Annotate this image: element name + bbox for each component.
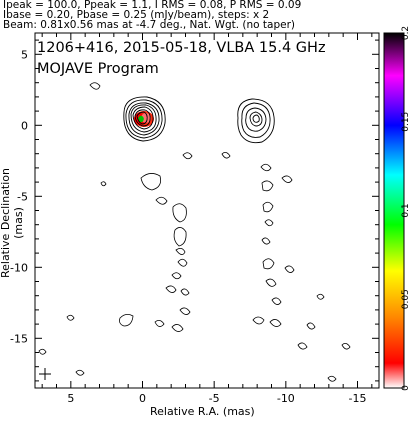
- header-line-1: Ipeak = 100.0, Ppeak = 1.1, I RMS = 0.08…: [3, 0, 302, 11]
- noise-contours: [38, 82, 351, 382]
- x-axis-label: Relative R.A. (mas): [150, 405, 255, 418]
- header-line-3: Beam: 0.81x0.56 mas at -4.7 deg., Nat. W…: [3, 19, 296, 31]
- axis-ticks: 5 0 -5 -10 -15 5 0 -5 -10 -15: [10, 33, 379, 405]
- plot-frame: [34, 32, 380, 389]
- x-tick-label: -10: [277, 392, 295, 405]
- header-line-2: Ibase = 0.20, Pbase = 0.25 (mJy/beam), s…: [3, 9, 270, 21]
- secondary-component: [237, 98, 275, 144]
- plot-subtitle: MOJAVE Program: [37, 61, 159, 77]
- colorbar-ticks: 0 0.05 0.1 0.15 0.2: [401, 26, 410, 391]
- colorbar: [383, 32, 405, 389]
- plot-title: 1206+416, 2015-05-18, VLBA 15.4 GHz: [37, 40, 326, 56]
- y-tick-label: -15: [10, 332, 28, 345]
- beam-marker: [39, 368, 51, 380]
- core-component: [123, 96, 166, 142]
- x-tick-label: -15: [349, 392, 367, 405]
- y-tick-label: -5: [17, 190, 28, 203]
- x-tick-label: 0: [139, 392, 146, 405]
- x-tick-label: -5: [209, 392, 220, 405]
- y-axis-label: Relative Declination (mas): [0, 167, 25, 279]
- colorbar-tick-label: 0.1: [401, 203, 410, 217]
- y-tick-label: 5: [21, 48, 28, 61]
- colorbar-tick-label: 0.2: [401, 26, 410, 40]
- x-tick-label: 5: [67, 392, 74, 405]
- colorbar-tick-label: 0.05: [401, 289, 410, 309]
- y-tick-label: 0: [21, 119, 28, 132]
- y-tick-label: -10: [10, 261, 28, 274]
- colorbar-tick-label: 0.15: [401, 112, 410, 132]
- colorbar-tick-label: 0: [401, 385, 410, 391]
